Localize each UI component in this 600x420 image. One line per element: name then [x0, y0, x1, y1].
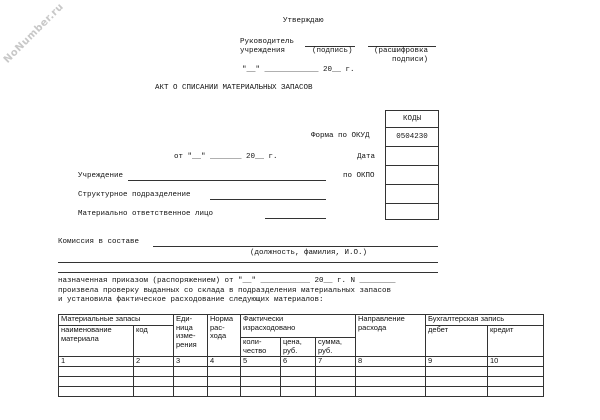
line — [210, 199, 326, 200]
decoding-hint: (расшифровка — [374, 47, 429, 55]
column-number: 5 — [240, 356, 281, 367]
line — [128, 180, 326, 181]
th: сумма, руб. — [315, 337, 356, 357]
doc-date: от "__" _______ 20__ г. — [174, 153, 278, 161]
th: Бухгалтерская запись — [425, 314, 544, 326]
approve-title: Утверждаю — [283, 17, 324, 25]
head-label: учреждения — [240, 47, 286, 55]
field-label: Материально ответственное лицо — [78, 210, 214, 218]
line — [58, 262, 438, 263]
decoding-hint: подписи) — [392, 56, 429, 64]
field-hint: (должность, фамилия, И.О.) — [250, 249, 368, 257]
okpo-label: по ОКПО — [343, 172, 375, 180]
th: Еди- ница изме- рения — [173, 314, 208, 357]
line — [58, 272, 438, 273]
th: дебет — [425, 325, 488, 357]
approve-date: "__" ____________ 20__ г. — [242, 66, 355, 74]
codes-box: КОДЫ 0504230 — [385, 110, 439, 220]
body-text: и установила фактическое расходование сл… — [58, 296, 324, 304]
th: Материальные запасы — [58, 314, 174, 326]
form-label: Форма по ОКУД — [311, 132, 370, 140]
line — [153, 246, 438, 247]
line — [265, 218, 326, 219]
th: код — [133, 325, 174, 357]
column-number: 10 — [487, 356, 544, 367]
watermark: NoNumber.ru — [1, 1, 67, 66]
column-number: 2 — [133, 356, 174, 367]
field-label: Структурное подразделение — [78, 191, 191, 199]
th: цена, руб. — [280, 337, 316, 357]
body-text: произвела проверку выданных со склада в … — [58, 287, 392, 295]
head-label: Руководитель — [240, 38, 295, 46]
column-number: 9 — [425, 356, 488, 367]
line — [305, 46, 355, 47]
line — [368, 46, 436, 47]
th: наименование материала — [58, 325, 134, 357]
materials-table: Материальные запасы Еди- ница изме- рения… — [58, 314, 544, 397]
th: кредит — [487, 325, 544, 357]
form-code: 0504230 — [386, 127, 438, 146]
field-label: Учреждение — [78, 172, 124, 180]
column-number: 8 — [355, 356, 426, 367]
column-number: 1 — [58, 356, 134, 367]
column-number: 7 — [315, 356, 356, 367]
th: Фактически израсходовано — [240, 314, 356, 338]
order-text: назначенная приказом (распоряжением) от … — [58, 277, 396, 285]
field-label: Комиссия в составе — [58, 238, 140, 246]
th: Направление расхода — [355, 314, 426, 357]
column-number: 4 — [207, 356, 241, 367]
signature-hint: (подпись) — [312, 47, 353, 55]
date-label: Дата — [357, 153, 376, 161]
column-number: 3 — [173, 356, 208, 367]
th: Норма рас- хода — [207, 314, 241, 357]
codes-title: КОДЫ — [402, 115, 421, 123]
th: коли- чество — [240, 337, 281, 357]
column-number: 6 — [280, 356, 316, 367]
doc-title: АКТ О СПИСАНИИ МАТЕРИАЛЬНЫХ ЗАПАСОВ — [155, 84, 313, 92]
